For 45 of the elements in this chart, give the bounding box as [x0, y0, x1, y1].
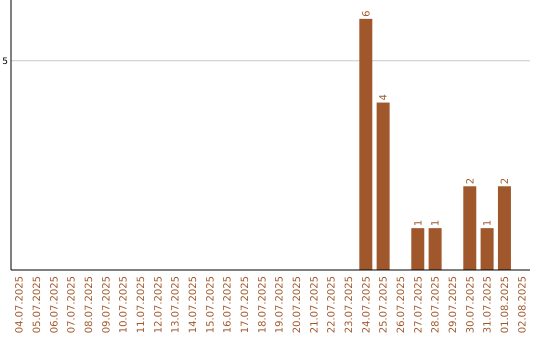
x-tick-label: 12.07.2025 [153, 276, 164, 334]
x-tick-label: 17.07.2025 [240, 276, 252, 334]
data-label: 4 [378, 94, 390, 101]
bar [463, 186, 476, 270]
x-tick-label: 31.07.2025 [482, 276, 494, 334]
bar [411, 228, 424, 270]
x-tick-label: 07.07.2025 [66, 276, 78, 334]
data-label: 1 [413, 220, 424, 226]
bar [428, 228, 442, 270]
x-tick-label: 02.08.2025 [517, 276, 528, 334]
x-tick-label: 18.07.2025 [257, 276, 268, 334]
bar [359, 18, 372, 270]
x-tick-label: 08.07.2025 [84, 276, 96, 334]
bar [498, 186, 511, 270]
x-tick-label: 25.07.2025 [378, 276, 390, 334]
x-tick-label: 13.07.2025 [170, 276, 182, 334]
x-tick-label: 10.07.2025 [118, 276, 130, 334]
y-tick-label: 5 [2, 56, 8, 67]
data-label: 1 [430, 220, 442, 226]
x-tick-label: 26.07.2025 [396, 276, 407, 334]
x-tick-label: 05.07.2025 [32, 276, 44, 334]
x-tick-label: 20.07.2025 [292, 276, 303, 334]
data-label: 2 [500, 178, 511, 184]
x-tick-label: 30.07.2025 [465, 276, 476, 334]
x-tick-label: 04.07.2025 [14, 276, 26, 334]
x-tick-label: 22.07.2025 [326, 276, 338, 334]
x-tick-label: 23.07.2025 [344, 276, 355, 334]
x-tick-label: 28.07.2025 [430, 276, 442, 334]
x-tick-label: 27.07.2025 [413, 276, 424, 334]
x-tick-label: 14.07.2025 [188, 276, 200, 334]
bar [480, 228, 494, 270]
x-tick-label: 09.07.2025 [101, 276, 112, 334]
x-tick-label: 19.07.2025 [274, 276, 286, 334]
x-tick-label: 24.07.2025 [361, 276, 372, 334]
x-tick-label: 29.07.2025 [448, 276, 459, 334]
x-tick-label: 21.07.2025 [309, 276, 320, 334]
x-tick-label: 15.07.2025 [205, 276, 216, 334]
x-tick-label: 01.08.2025 [500, 276, 511, 334]
data-label: 6 [361, 10, 372, 17]
bar [376, 102, 390, 270]
x-tick-label: 06.07.2025 [49, 276, 60, 334]
x-tick-label: 11.07.2025 [136, 276, 148, 334]
data-label: 2 [465, 178, 476, 184]
x-tick-label: 16.07.2025 [222, 276, 234, 334]
data-label: 1 [482, 220, 494, 226]
